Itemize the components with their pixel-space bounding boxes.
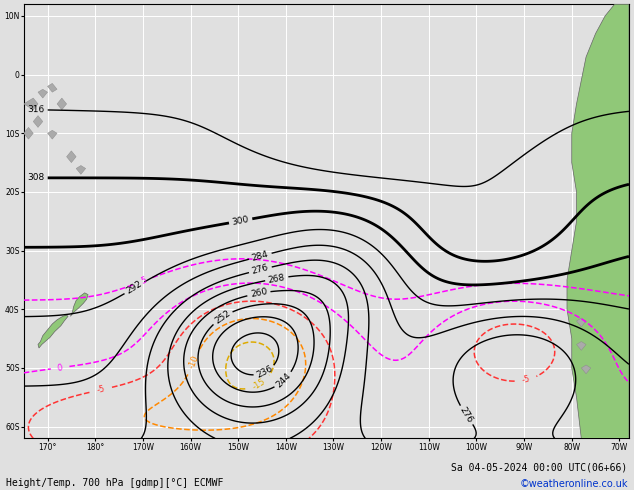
Polygon shape xyxy=(33,116,42,127)
Text: 292: 292 xyxy=(125,279,144,296)
Text: 276: 276 xyxy=(251,263,269,276)
Polygon shape xyxy=(576,318,586,327)
Polygon shape xyxy=(70,293,88,317)
Polygon shape xyxy=(57,98,67,110)
Text: Sa 04-05-2024 00:00 UTC(06+66): Sa 04-05-2024 00:00 UTC(06+66) xyxy=(451,463,628,473)
Polygon shape xyxy=(567,4,629,439)
Text: 300: 300 xyxy=(231,215,250,227)
Text: -5: -5 xyxy=(96,385,106,395)
Text: -10: -10 xyxy=(187,353,201,369)
Polygon shape xyxy=(581,365,591,374)
Text: ©weatheronline.co.uk: ©weatheronline.co.uk xyxy=(519,479,628,489)
Polygon shape xyxy=(576,342,586,350)
Polygon shape xyxy=(38,89,48,98)
Text: 276: 276 xyxy=(458,406,475,425)
Polygon shape xyxy=(38,315,68,348)
Polygon shape xyxy=(76,166,86,174)
Text: 0: 0 xyxy=(57,363,63,372)
Polygon shape xyxy=(23,98,38,110)
Text: -15: -15 xyxy=(250,377,267,392)
Text: 5: 5 xyxy=(139,276,148,286)
Text: 284: 284 xyxy=(251,249,269,263)
Text: 244: 244 xyxy=(275,371,293,390)
Polygon shape xyxy=(48,130,57,139)
Polygon shape xyxy=(48,83,57,92)
Text: Height/Temp. 700 hPa [gdmp][°C] ECMWF: Height/Temp. 700 hPa [gdmp][°C] ECMWF xyxy=(6,478,224,488)
Text: 260: 260 xyxy=(250,287,268,299)
Text: 236: 236 xyxy=(256,364,275,380)
Text: 252: 252 xyxy=(213,309,232,326)
Text: 268: 268 xyxy=(268,272,286,285)
Text: 308: 308 xyxy=(27,173,44,182)
Text: 316: 316 xyxy=(27,105,44,114)
Polygon shape xyxy=(23,127,33,139)
Text: -5: -5 xyxy=(521,375,531,385)
Polygon shape xyxy=(67,151,76,163)
